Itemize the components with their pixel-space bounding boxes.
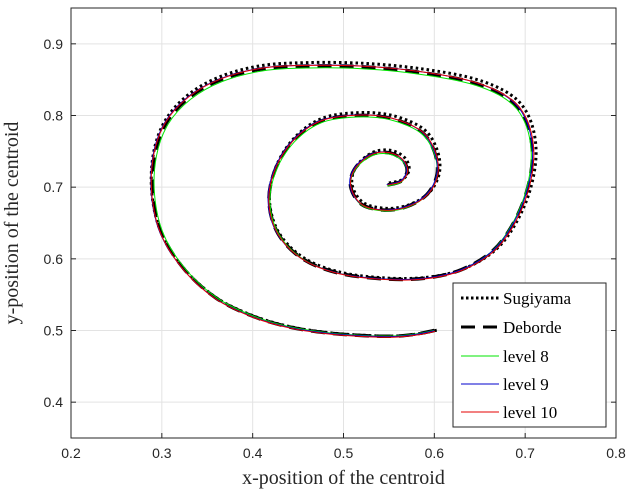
legend-item-level-10: level 10 — [461, 403, 557, 422]
series-line-level-10 — [150, 64, 535, 338]
x-tick-label: 0.6 — [425, 445, 445, 461]
legend-label-level-8: level 8 — [503, 347, 549, 366]
y-tick-label: 0.7 — [44, 179, 64, 195]
legend-item-level-9: level 9 — [461, 375, 549, 394]
legend-item-level-8: level 8 — [461, 347, 549, 366]
legend-item-deborde: Deborde — [461, 318, 562, 337]
x-tick-label: 0.7 — [515, 445, 535, 461]
y-axis-label: y-position of the centroid — [1, 122, 23, 325]
axis-ticks: 0.2 0.3 0.4 0.5 0.6 0.7 0.8 0.4 0.5 0.6 0.7 0.8 0.9 — [44, 8, 626, 461]
y-tick-label: 0.5 — [44, 323, 64, 339]
legend-box — [452, 282, 607, 428]
legend: Sugiyama Deborde level 8 level 9 level 1… — [452, 282, 607, 428]
y-tick-label: 0.8 — [44, 108, 64, 124]
legend-label-sugiyama: Sugiyama — [503, 289, 571, 308]
x-tick-label: 0.8 — [606, 445, 626, 461]
y-tick-label: 0.9 — [44, 36, 64, 52]
x-tick-label: 0.3 — [152, 445, 172, 461]
y-tick-label: 0.4 — [44, 394, 64, 410]
legend-label-level-9: level 9 — [503, 375, 549, 394]
x-tick-label: 0.2 — [61, 445, 81, 461]
series-layer — [149, 60, 538, 339]
legend-label-deborde: Deborde — [503, 318, 562, 337]
x-tick-label: 0.5 — [334, 445, 354, 461]
y-tick-label: 0.6 — [44, 251, 64, 267]
legend-item-sugiyama: Sugiyama — [461, 289, 571, 308]
legend-label-level-10: level 10 — [503, 403, 557, 422]
x-axis-label: x-position of the centroid — [242, 467, 445, 489]
x-tick-label: 0.4 — [243, 445, 263, 461]
